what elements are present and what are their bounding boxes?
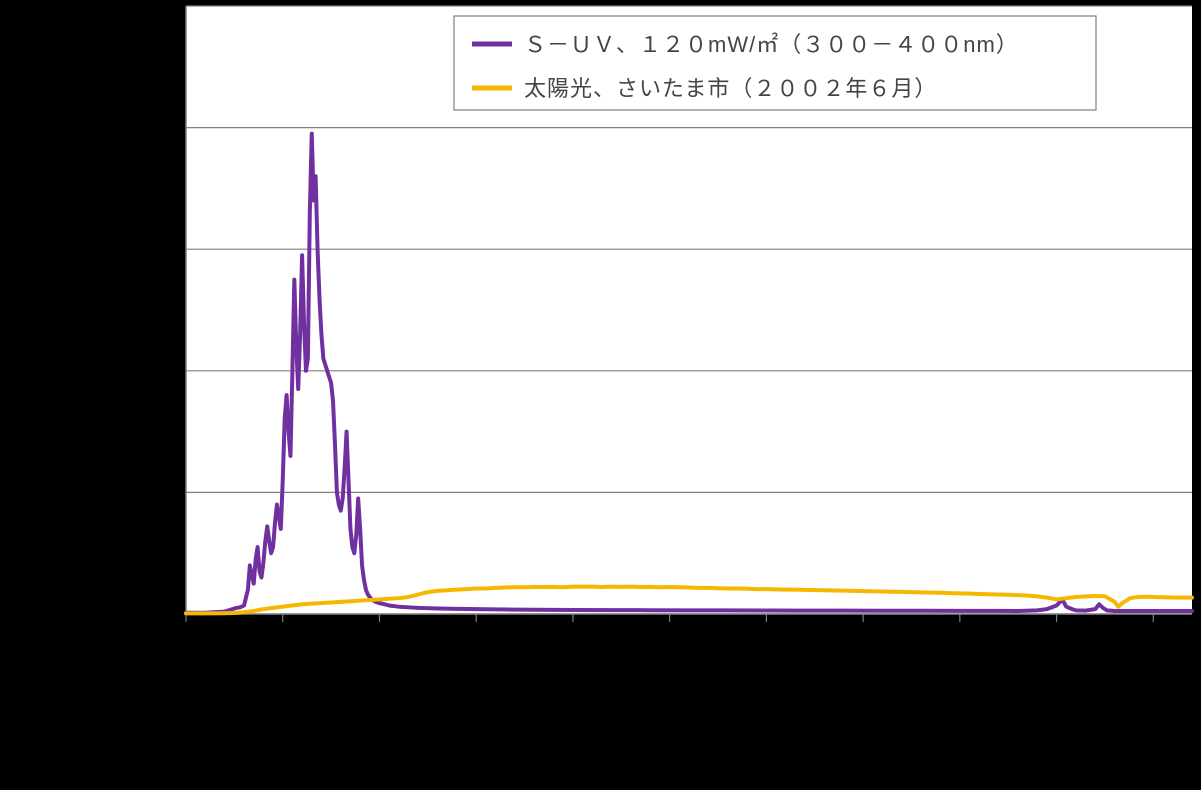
spectrum-chart: Ｓ－ＵＶ、１２０mW/㎡（３００－４００nm） 太陽光、さいたま市（２００２年６月… <box>0 0 1201 790</box>
legend-label: Ｓ－ＵＶ、１２０mW/㎡（３００－４００nm） <box>524 32 1019 57</box>
chart-svg: Ｓ－ＵＶ、１２０mW/㎡（３００－４００nm） 太陽光、さいたま市（２００２年６月… <box>0 0 1201 790</box>
legend-label: 太陽光、さいたま市（２００２年６月） <box>524 76 937 101</box>
